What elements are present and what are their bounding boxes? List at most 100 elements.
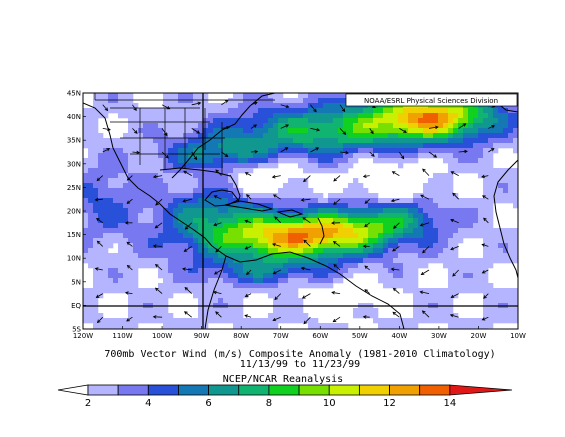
field-cell — [253, 218, 259, 224]
field-cell — [88, 233, 94, 239]
field-cell — [403, 108, 409, 114]
field-cell — [243, 168, 249, 174]
field-cell — [163, 133, 169, 139]
wind-vector — [428, 126, 438, 129]
field-cell — [463, 228, 469, 234]
field-cell — [378, 278, 384, 284]
field-cell — [303, 278, 309, 284]
field-cell — [268, 263, 274, 269]
field-cell — [313, 253, 319, 259]
field-cell — [308, 233, 314, 239]
field-cell — [423, 118, 429, 124]
field-cell — [253, 318, 259, 324]
wind-vector — [95, 198, 103, 201]
field-cell — [173, 98, 179, 104]
field-cell — [103, 263, 109, 269]
field-cell — [113, 283, 119, 289]
field-cell — [483, 123, 489, 129]
field-cell — [338, 218, 344, 224]
field-cell — [318, 258, 324, 264]
field-cell — [488, 228, 494, 234]
field-cell — [383, 203, 389, 209]
field-cell — [383, 253, 389, 259]
field-cell — [513, 243, 518, 249]
field-cell — [368, 248, 374, 254]
wind-vector-head — [272, 270, 277, 275]
field-cell — [348, 228, 354, 234]
field-cell — [273, 123, 279, 129]
wind-vector — [364, 289, 370, 294]
field-cell — [203, 273, 209, 279]
field-cell — [413, 318, 419, 324]
field-cell — [383, 278, 389, 284]
field-cell — [148, 153, 154, 159]
field-cell — [198, 233, 204, 239]
field-cell — [303, 98, 309, 104]
field-cell — [103, 138, 109, 144]
field-cell — [503, 108, 509, 114]
field-cell — [393, 283, 399, 289]
field-cell — [283, 143, 289, 149]
field-cell — [408, 108, 414, 114]
field-cell — [198, 158, 204, 164]
wind-vector — [310, 147, 319, 153]
field-cell — [353, 108, 359, 114]
field-cell — [458, 158, 464, 164]
wind-vector — [274, 216, 282, 224]
field-cell — [93, 293, 99, 299]
wind-vector — [213, 222, 222, 226]
field-cell — [138, 178, 144, 184]
field-cell — [138, 118, 144, 124]
field-cell — [233, 103, 239, 109]
field-cell — [418, 253, 424, 259]
field-cell — [298, 153, 304, 159]
field-cell — [368, 128, 374, 134]
field-cell — [118, 148, 124, 154]
field-cell — [503, 173, 509, 179]
field-cell — [503, 253, 509, 259]
field-cell — [388, 233, 394, 239]
field-cell — [298, 193, 304, 199]
colorbar-swatch — [147, 384, 179, 396]
wind-vector-head — [300, 198, 305, 202]
field-cell — [378, 123, 384, 129]
field-cell — [273, 273, 279, 279]
field-cell — [213, 108, 219, 114]
field-cell — [253, 243, 259, 249]
field-cell — [423, 188, 429, 194]
field-cell — [493, 118, 499, 124]
field-cell — [438, 138, 444, 144]
field-cell — [353, 313, 359, 319]
field-cell — [143, 163, 149, 169]
field-cell — [178, 258, 184, 264]
field-cell — [438, 198, 444, 204]
field-cell — [453, 318, 459, 324]
field-cell — [213, 313, 219, 319]
field-cell — [318, 283, 324, 289]
field-cell — [188, 233, 194, 239]
field-cell — [498, 298, 504, 304]
field-cell — [128, 258, 134, 264]
field-cell — [143, 138, 149, 144]
field-cell — [223, 298, 229, 304]
field-cell — [133, 193, 139, 199]
field-cell — [113, 143, 119, 149]
field-cell — [333, 218, 339, 224]
field-cell — [418, 128, 424, 134]
field-cell — [173, 108, 179, 114]
field-cell — [393, 258, 399, 264]
field-cell — [173, 283, 179, 289]
field-cell — [158, 218, 164, 224]
field-cell — [298, 238, 304, 244]
field-cell — [108, 198, 114, 204]
field-cell — [113, 228, 119, 234]
field-cell — [98, 178, 104, 184]
field-cell — [173, 243, 179, 249]
field-cell — [483, 158, 489, 164]
field-cell — [378, 128, 384, 134]
field-cell — [193, 203, 199, 209]
field-cell — [133, 158, 139, 164]
field-cell — [493, 313, 499, 319]
field-cell — [443, 298, 449, 304]
field-cell — [513, 258, 518, 264]
